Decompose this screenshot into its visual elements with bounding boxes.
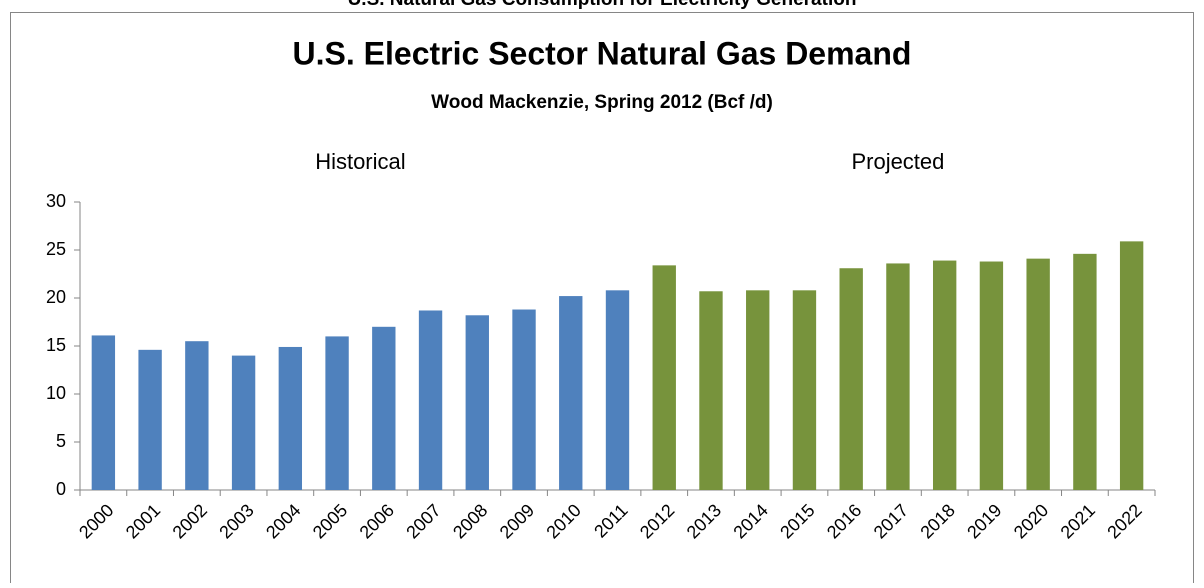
bar	[979, 261, 1004, 490]
bar	[1073, 253, 1097, 490]
x-tick-label: 2019	[963, 500, 1005, 542]
bar	[792, 290, 817, 490]
x-tick-label: 2017	[870, 500, 912, 542]
bar	[839, 268, 863, 490]
y-tick-label: 5	[56, 431, 66, 451]
bar	[465, 315, 489, 490]
y-tick-label: 10	[46, 383, 66, 403]
bar	[699, 291, 723, 490]
bar	[372, 326, 396, 490]
bar	[91, 335, 116, 490]
x-tick-label: 2000	[75, 500, 117, 542]
y-tick-label: 0	[56, 479, 66, 499]
bar	[1026, 258, 1050, 490]
series-annotation: Historical	[315, 149, 405, 174]
x-tick-label: 2003	[215, 500, 257, 542]
x-tick-label: 2004	[262, 500, 304, 542]
y-tick-label: 15	[46, 335, 66, 355]
x-tick-label: 2015	[776, 500, 818, 542]
y-tick-label: 30	[46, 191, 66, 211]
bar	[138, 349, 162, 490]
x-tick-label: 2016	[823, 500, 865, 542]
chart-title: U.S. Electric Sector Natural Gas Demand	[293, 35, 912, 71]
x-tick-label: 2012	[636, 500, 678, 542]
bar	[418, 310, 443, 490]
y-tick-label: 20	[46, 287, 66, 307]
bar	[886, 263, 910, 490]
x-tick-label: 2005	[309, 500, 351, 542]
x-tick-label: 2013	[683, 500, 725, 542]
bar	[278, 346, 303, 490]
bar	[231, 355, 256, 490]
bar	[325, 336, 349, 490]
x-tick-label: 2014	[729, 500, 771, 542]
bar	[652, 265, 676, 490]
x-tick-label: 2011	[590, 500, 632, 542]
bar	[932, 260, 957, 490]
x-tick-label: 2006	[356, 500, 398, 542]
y-tick-label: 25	[46, 239, 66, 259]
x-tick-label: 2001	[122, 500, 164, 542]
x-tick-label: 2007	[402, 500, 444, 542]
x-tick-label: 2002	[169, 500, 211, 542]
x-tick-label: 2010	[542, 500, 584, 542]
series-annotation: Projected	[851, 149, 944, 174]
page-header: U.S. Natural Gas Consumption for Electri…	[348, 0, 857, 10]
x-tick-label: 2022	[1103, 500, 1145, 542]
bar	[605, 290, 630, 490]
x-tick-label: 2008	[449, 500, 491, 542]
bar	[185, 341, 209, 490]
bar	[512, 309, 536, 490]
x-tick-label: 2021	[1057, 500, 1099, 542]
x-tick-label: 2020	[1010, 500, 1052, 542]
bar	[559, 296, 583, 490]
x-tick-label: 2018	[916, 500, 958, 542]
x-tick-label: 2009	[496, 500, 538, 542]
bar	[746, 290, 770, 490]
bar	[1119, 241, 1144, 490]
chart-subtitle: Wood Mackenzie, Spring 2012 (Bcf /d)	[431, 92, 773, 113]
